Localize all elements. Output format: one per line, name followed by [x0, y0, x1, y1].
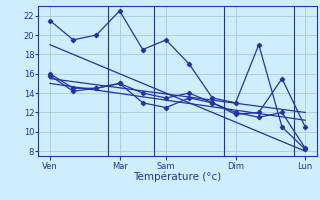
X-axis label: Température (°c): Température (°c) — [133, 172, 222, 182]
